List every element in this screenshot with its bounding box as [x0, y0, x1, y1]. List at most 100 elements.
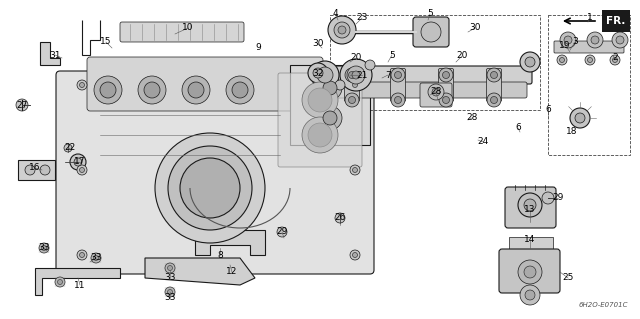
Text: 7: 7: [385, 70, 391, 79]
Circle shape: [79, 253, 84, 257]
Circle shape: [570, 108, 590, 128]
Circle shape: [318, 106, 342, 130]
Circle shape: [138, 76, 166, 104]
FancyBboxPatch shape: [323, 82, 527, 98]
Text: 29: 29: [276, 227, 288, 236]
FancyBboxPatch shape: [120, 22, 244, 42]
Circle shape: [335, 213, 345, 223]
Text: 10: 10: [182, 24, 194, 33]
Circle shape: [560, 32, 576, 48]
Text: 13: 13: [524, 205, 536, 214]
Circle shape: [308, 123, 332, 147]
Circle shape: [349, 71, 355, 78]
FancyBboxPatch shape: [278, 73, 362, 167]
Text: 22: 22: [65, 144, 76, 152]
Polygon shape: [40, 42, 60, 65]
Text: 26: 26: [334, 213, 346, 222]
Text: 6: 6: [545, 106, 551, 115]
Circle shape: [353, 167, 358, 173]
Circle shape: [591, 36, 599, 44]
Circle shape: [612, 32, 628, 48]
Circle shape: [70, 154, 86, 170]
Text: 33: 33: [164, 293, 176, 302]
Circle shape: [524, 266, 536, 278]
Circle shape: [93, 256, 99, 261]
Circle shape: [559, 57, 564, 63]
Text: 19: 19: [559, 41, 571, 49]
Text: 30: 30: [469, 24, 481, 33]
Circle shape: [525, 290, 535, 300]
Circle shape: [612, 57, 618, 63]
Circle shape: [165, 263, 175, 273]
Circle shape: [232, 82, 248, 98]
Circle shape: [365, 60, 375, 70]
Circle shape: [77, 250, 87, 260]
Circle shape: [25, 165, 35, 175]
Circle shape: [350, 250, 360, 260]
Circle shape: [439, 93, 453, 107]
FancyBboxPatch shape: [318, 66, 532, 84]
Text: 18: 18: [566, 128, 578, 137]
Circle shape: [64, 144, 72, 152]
Polygon shape: [290, 65, 370, 145]
Circle shape: [616, 36, 624, 44]
Circle shape: [165, 287, 175, 297]
Text: 2: 2: [612, 54, 618, 63]
FancyBboxPatch shape: [344, 69, 360, 101]
FancyBboxPatch shape: [56, 71, 374, 274]
Circle shape: [391, 93, 405, 107]
Circle shape: [347, 66, 365, 84]
FancyBboxPatch shape: [438, 69, 454, 101]
Circle shape: [564, 36, 572, 44]
Text: 31: 31: [49, 50, 61, 60]
Text: 21: 21: [356, 70, 368, 79]
Circle shape: [487, 68, 501, 82]
Circle shape: [182, 76, 210, 104]
Text: 11: 11: [74, 280, 86, 290]
Circle shape: [542, 192, 554, 204]
Circle shape: [334, 22, 350, 38]
Text: 1: 1: [587, 13, 593, 23]
Circle shape: [518, 193, 542, 217]
Circle shape: [587, 32, 603, 48]
Text: 25: 25: [563, 273, 573, 283]
Circle shape: [394, 97, 401, 103]
Circle shape: [524, 199, 536, 211]
Circle shape: [585, 55, 595, 65]
Text: 3: 3: [572, 38, 578, 47]
Circle shape: [490, 97, 497, 103]
Circle shape: [557, 55, 567, 65]
Text: 23: 23: [356, 13, 368, 23]
Circle shape: [318, 76, 342, 100]
Circle shape: [100, 82, 116, 98]
Circle shape: [91, 253, 101, 263]
Circle shape: [352, 71, 360, 79]
Text: 20: 20: [350, 54, 362, 63]
Text: 9: 9: [255, 43, 261, 53]
Circle shape: [350, 165, 360, 175]
Text: 14: 14: [524, 235, 536, 244]
Text: 29: 29: [552, 194, 564, 203]
FancyBboxPatch shape: [390, 69, 406, 101]
Circle shape: [311, 61, 339, 89]
FancyBboxPatch shape: [505, 187, 556, 228]
Text: 28: 28: [430, 87, 442, 97]
Circle shape: [520, 52, 540, 72]
Polygon shape: [35, 268, 120, 295]
Circle shape: [588, 57, 593, 63]
Text: FR.: FR.: [606, 16, 626, 26]
Circle shape: [317, 67, 333, 83]
Circle shape: [442, 71, 449, 78]
Circle shape: [428, 84, 444, 100]
Circle shape: [313, 68, 323, 78]
Text: 30: 30: [312, 40, 324, 48]
Circle shape: [144, 82, 160, 98]
Text: 20: 20: [456, 51, 468, 61]
FancyBboxPatch shape: [420, 83, 452, 107]
FancyBboxPatch shape: [413, 17, 449, 47]
Circle shape: [391, 68, 405, 82]
Circle shape: [58, 279, 63, 285]
Circle shape: [345, 68, 359, 82]
Circle shape: [394, 71, 401, 78]
Text: 28: 28: [467, 114, 477, 122]
